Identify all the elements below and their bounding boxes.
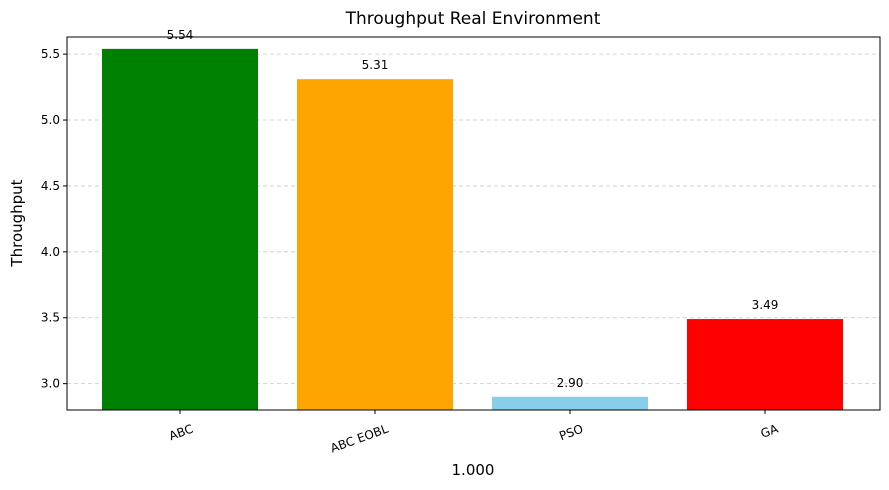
plot-frame <box>66 36 881 411</box>
y-tick-label: 3.0 <box>41 377 60 391</box>
bar <box>297 79 453 410</box>
bar-value-label: 2.90 <box>557 376 584 390</box>
y-tick-label: 5.5 <box>41 47 60 61</box>
x-axis-label: 1.000 <box>452 461 495 479</box>
x-tick-label: ABC EOBL <box>329 422 391 456</box>
x-tick-label: PSO <box>557 422 585 443</box>
data-labels: 5.54 5.31 2.90 3.49 <box>167 28 779 390</box>
bars <box>102 48 843 411</box>
x-axis-ticks: ABC ABC EOBL PSO GA <box>167 410 781 455</box>
x-tick-label: GA <box>759 421 781 440</box>
bar <box>687 319 843 410</box>
bar-value-label: 3.49 <box>752 298 779 312</box>
x-tick-label: ABC <box>167 422 195 444</box>
bar <box>492 396 648 410</box>
bar-value-label: 5.54 <box>167 28 194 42</box>
y-tick-label: 3.5 <box>41 311 60 325</box>
chart-title: Throughput Real Environment <box>345 9 601 29</box>
y-tick-label: 4.0 <box>41 245 60 259</box>
bar-value-label: 5.31 <box>362 58 389 72</box>
y-tick-label: 5.0 <box>41 113 60 127</box>
y-axis-label: Throughput <box>8 179 26 267</box>
bar <box>102 48 258 411</box>
y-tick-label: 4.5 <box>41 179 60 193</box>
y-axis-ticks: 3.0 3.5 4.0 4.5 5.0 5.5 <box>41 47 67 391</box>
